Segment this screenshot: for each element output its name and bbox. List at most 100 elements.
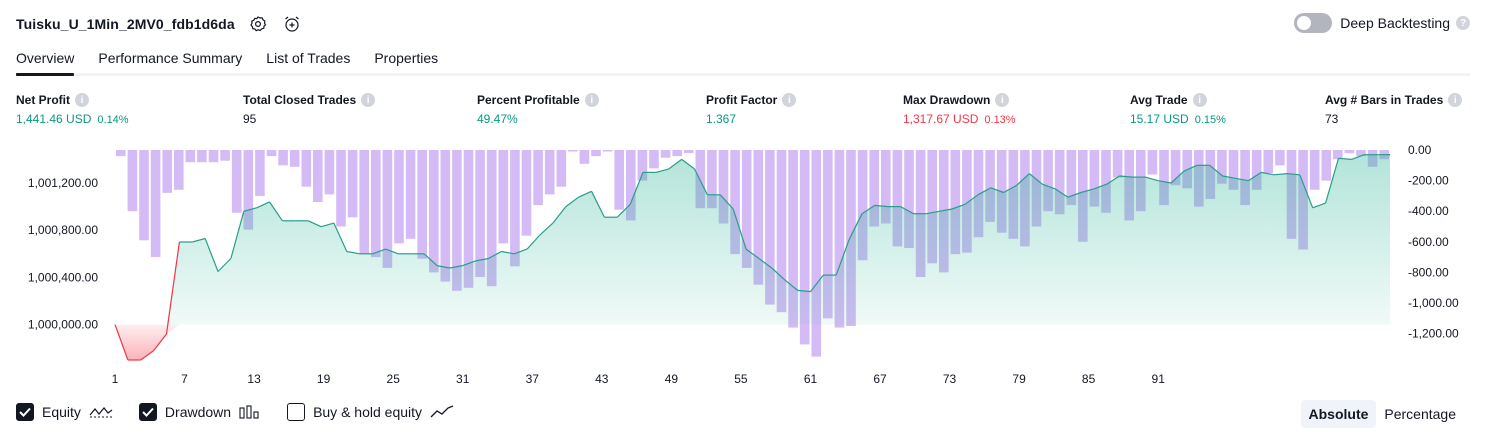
tab-overview[interactable]: Overview bbox=[16, 44, 75, 76]
drawdown-bar bbox=[243, 150, 254, 230]
drawdown-bar bbox=[139, 150, 149, 241]
drawdown-bar bbox=[591, 150, 601, 157]
drawdown-bar bbox=[417, 150, 427, 259]
drawdown-bar bbox=[799, 150, 810, 345]
deep-backtesting-label: Deep Backtesting bbox=[1340, 15, 1450, 31]
equity-line-segment bbox=[565, 196, 579, 208]
buy-hold-label: Buy & hold equity bbox=[313, 404, 423, 420]
drawdown-bar bbox=[695, 150, 706, 209]
buy-hold-checkbox[interactable] bbox=[287, 403, 306, 421]
x-axis-tick: 49 bbox=[665, 372, 679, 386]
drawdown-bar bbox=[463, 150, 474, 288]
drawdown-bar bbox=[985, 150, 995, 222]
metric-value: 49.47% bbox=[477, 112, 518, 126]
equity-line-segment bbox=[681, 158, 695, 170]
gear-icon[interactable] bbox=[247, 13, 269, 35]
strategy-header: Tuisku_U_1Min_2MV0_fdb1d6da bbox=[16, 11, 303, 37]
x-axis-tick: 43 bbox=[595, 372, 609, 386]
metric-label: Max Drawdown bbox=[903, 93, 991, 107]
drawdown-bar bbox=[556, 150, 567, 187]
drawdown-bar bbox=[1309, 150, 1320, 190]
report-tabs: Overview Performance Summary List of Tra… bbox=[16, 44, 1470, 76]
metric-value: 1,441.46 USD bbox=[16, 112, 92, 126]
drawdown-bar bbox=[973, 150, 984, 238]
metric-max-drawdown: Max Drawdown i 1,317.67 USD 0.13% bbox=[903, 93, 1016, 126]
info-icon[interactable]: i bbox=[75, 93, 89, 107]
equity-line-segment bbox=[165, 241, 180, 335]
percentage-button[interactable]: Percentage bbox=[1384, 406, 1456, 422]
equity-drawdown-chart[interactable]: 1,000,000.00 1,000,400.00 1,000,800.00 1,00… bbox=[0, 140, 1486, 390]
x-axis-tick: 31 bbox=[456, 372, 470, 386]
help-icon[interactable]: ? bbox=[1456, 16, 1470, 30]
equity-line-segment bbox=[719, 194, 734, 210]
drawdown-bar bbox=[707, 150, 717, 209]
strategy-title: Tuisku_U_1Min_2MV0_fdb1d6da bbox=[16, 16, 235, 32]
drawdown-bar bbox=[359, 150, 369, 255]
drawdown-bar bbox=[324, 150, 335, 195]
tab-list-of-trades[interactable]: List of Trades bbox=[266, 50, 351, 66]
right-axis: 0.00 -200.00 -400.00 -600.00 -800.00 -1,000.0… bbox=[1408, 143, 1459, 341]
drawdown-checkbox[interactable] bbox=[138, 403, 157, 421]
legend-equity[interactable]: Equity bbox=[16, 403, 113, 421]
left-axis-tick: 1,000,000.00 bbox=[28, 318, 98, 332]
info-icon[interactable]: i bbox=[361, 93, 376, 107]
info-icon[interactable]: i bbox=[584, 93, 599, 107]
drawdown-bar bbox=[1251, 150, 1262, 190]
x-axis-tick: 61 bbox=[804, 372, 818, 386]
equity-line-segment bbox=[1067, 191, 1082, 198]
x-axis-tick: 37 bbox=[526, 372, 540, 386]
drawdown-bar bbox=[811, 150, 822, 357]
metric-label: Avg Trade bbox=[1130, 93, 1188, 107]
right-axis-tick: -1,200.00 bbox=[1408, 327, 1459, 341]
metric-label: Net Profit bbox=[16, 93, 70, 107]
equity-line-segment bbox=[758, 258, 773, 269]
equity-line-segment bbox=[900, 206, 914, 215]
drawdown-bar bbox=[162, 150, 172, 193]
drawdown-bar bbox=[313, 150, 323, 202]
drawdown-bar bbox=[672, 150, 682, 157]
equity-fill-negative bbox=[115, 324, 1390, 360]
alarm-plus-icon[interactable] bbox=[281, 13, 303, 35]
drawdown-bar bbox=[185, 150, 196, 163]
drawdown-bar bbox=[614, 150, 624, 210]
equity-line-segment bbox=[204, 238, 219, 272]
equity-line-segment bbox=[874, 204, 888, 208]
info-icon[interactable]: i bbox=[995, 93, 1010, 107]
equity-line-segment bbox=[578, 190, 592, 198]
x-axis-tick: 19 bbox=[317, 372, 331, 386]
drawdown-bar bbox=[1089, 150, 1100, 207]
equity-line-segment bbox=[372, 248, 386, 255]
legend-drawdown[interactable]: Drawdown bbox=[138, 403, 261, 421]
metric-label: Total Closed Trades bbox=[243, 93, 357, 107]
metric-value: 73 bbox=[1325, 112, 1339, 126]
info-icon[interactable]: i bbox=[1448, 93, 1463, 107]
drawdown-bar bbox=[1170, 150, 1181, 186]
drawdown-bar bbox=[1147, 150, 1158, 175]
equity-checkbox[interactable] bbox=[16, 403, 34, 421]
equity-line-segment bbox=[1183, 164, 1198, 172]
equity-line-segment bbox=[1209, 164, 1223, 177]
drawdown-bar bbox=[220, 150, 230, 161]
info-icon[interactable]: i bbox=[1192, 93, 1207, 107]
equity-line-segment bbox=[1312, 202, 1326, 209]
x-axis-tick: 67 bbox=[873, 372, 887, 386]
legend-buy-hold[interactable]: Buy & hold equity bbox=[287, 403, 454, 421]
equity-line-segment bbox=[307, 220, 322, 228]
drawdown-bar bbox=[1240, 150, 1250, 206]
metric-percent: 0.13% bbox=[984, 114, 1016, 126]
tab-properties[interactable]: Properties bbox=[374, 50, 439, 66]
deep-backtesting-toggle[interactable] bbox=[1294, 13, 1333, 33]
metric-net-profit: Net Profit i 1,441.46 USD 0.14% bbox=[16, 93, 129, 126]
buy-hold-line-icon bbox=[430, 405, 454, 419]
equity-line-segment bbox=[848, 213, 863, 240]
drawdown-bar bbox=[150, 150, 161, 258]
equity-line-segment bbox=[732, 208, 747, 250]
info-icon[interactable]: i bbox=[782, 93, 797, 107]
equity-line-segment bbox=[539, 222, 554, 236]
drawdown-bar bbox=[231, 150, 242, 213]
tab-performance-summary[interactable]: Performance Summary bbox=[98, 50, 243, 66]
equity-line-segment bbox=[926, 210, 940, 215]
drawdown-bar bbox=[301, 150, 312, 187]
absolute-button[interactable]: Absolute bbox=[1300, 400, 1377, 428]
equity-line-segment bbox=[616, 203, 631, 218]
